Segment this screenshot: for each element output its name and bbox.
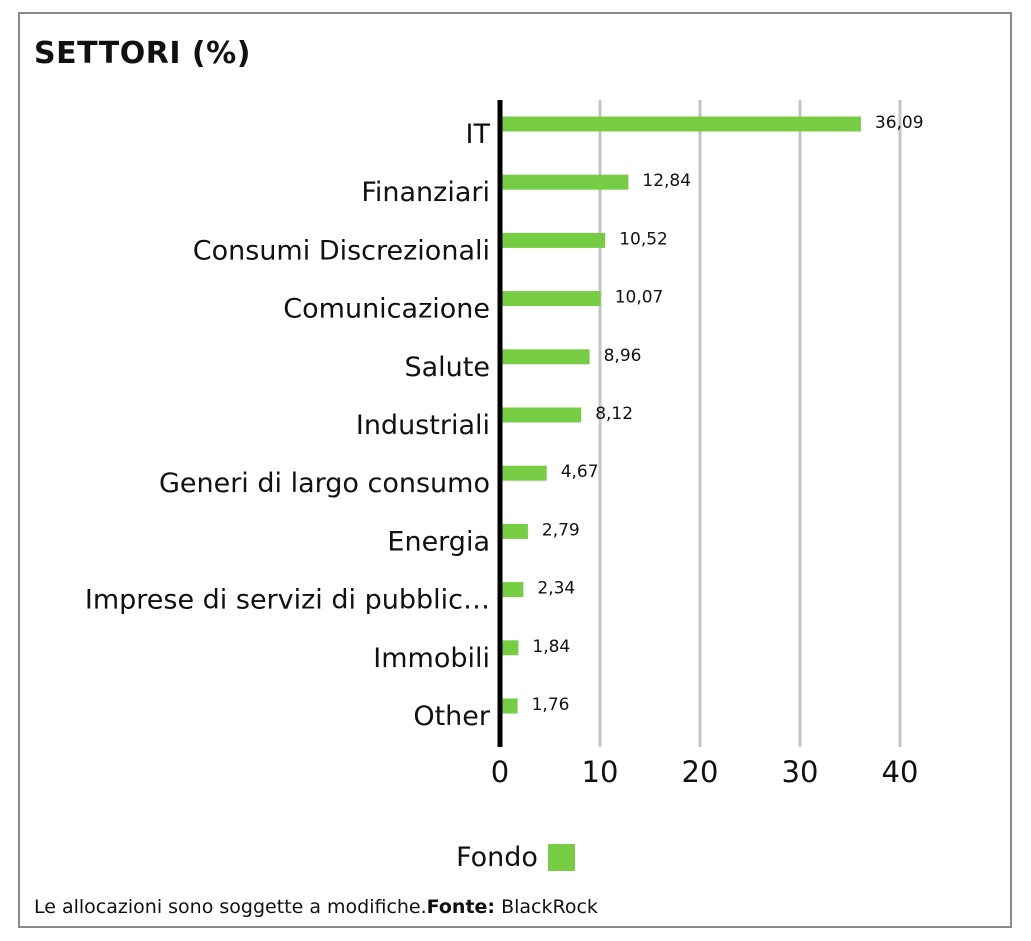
category-label: Imprese di servizi di pubblic…	[85, 585, 490, 616]
category-label: IT	[466, 119, 491, 150]
bar	[500, 291, 601, 307]
x-tick-label: 20	[682, 755, 719, 789]
category-label: Salute	[405, 352, 491, 383]
bar-value-label: 2,34	[537, 579, 575, 599]
bar-value-label: 1,84	[532, 637, 570, 657]
x-tick-label: 0	[491, 755, 509, 789]
bar-value-label: 8,96	[604, 346, 642, 366]
bar	[500, 698, 518, 714]
category-label: Finanziari	[361, 177, 490, 208]
bar	[500, 523, 528, 539]
legend-label: Fondo	[456, 842, 538, 873]
category-label: Consumi Discrezionali	[193, 235, 490, 266]
bar	[500, 640, 519, 656]
footer-disclaimer: Le allocazioni sono soggette a modifiche…	[34, 896, 427, 918]
chart-frame	[18, 12, 1012, 928]
x-tick-label: 30	[782, 755, 819, 789]
category-label: Energia	[387, 526, 490, 557]
bar	[500, 465, 547, 481]
bar	[500, 407, 582, 423]
category-label: Comunicazione	[283, 294, 490, 325]
bar-value-label: 4,67	[561, 462, 599, 482]
bar	[500, 232, 606, 248]
bar-value-label: 12,84	[642, 171, 691, 191]
bar	[500, 116, 861, 132]
bar	[500, 582, 524, 598]
x-tick-label: 10	[582, 755, 619, 789]
category-label: Industriali	[356, 410, 490, 441]
x-tick-label: 40	[882, 755, 919, 789]
bar-value-label: 10,07	[615, 288, 664, 308]
bar-value-label: 8,12	[595, 404, 633, 424]
category-label: Immobili	[373, 643, 490, 674]
footer-source-label: Fonte:	[426, 896, 496, 918]
category-label: Generi di largo consumo	[159, 468, 490, 499]
bar-value-label: 36,09	[875, 113, 924, 133]
footer-note: Le allocazioni sono soggette a modifiche…	[34, 896, 598, 918]
bar-value-label: 1,76	[532, 695, 570, 715]
chart-title: SETTORI (%)	[34, 36, 251, 71]
bar-value-label: 2,79	[542, 520, 580, 540]
legend-swatch	[547, 844, 575, 871]
bar	[500, 349, 590, 365]
footer-source: BlackRock	[495, 896, 598, 918]
legend: Fondo	[0, 842, 1031, 873]
bar	[500, 174, 629, 190]
bar-value-label: 10,52	[619, 229, 668, 249]
category-label: Other	[413, 701, 491, 732]
